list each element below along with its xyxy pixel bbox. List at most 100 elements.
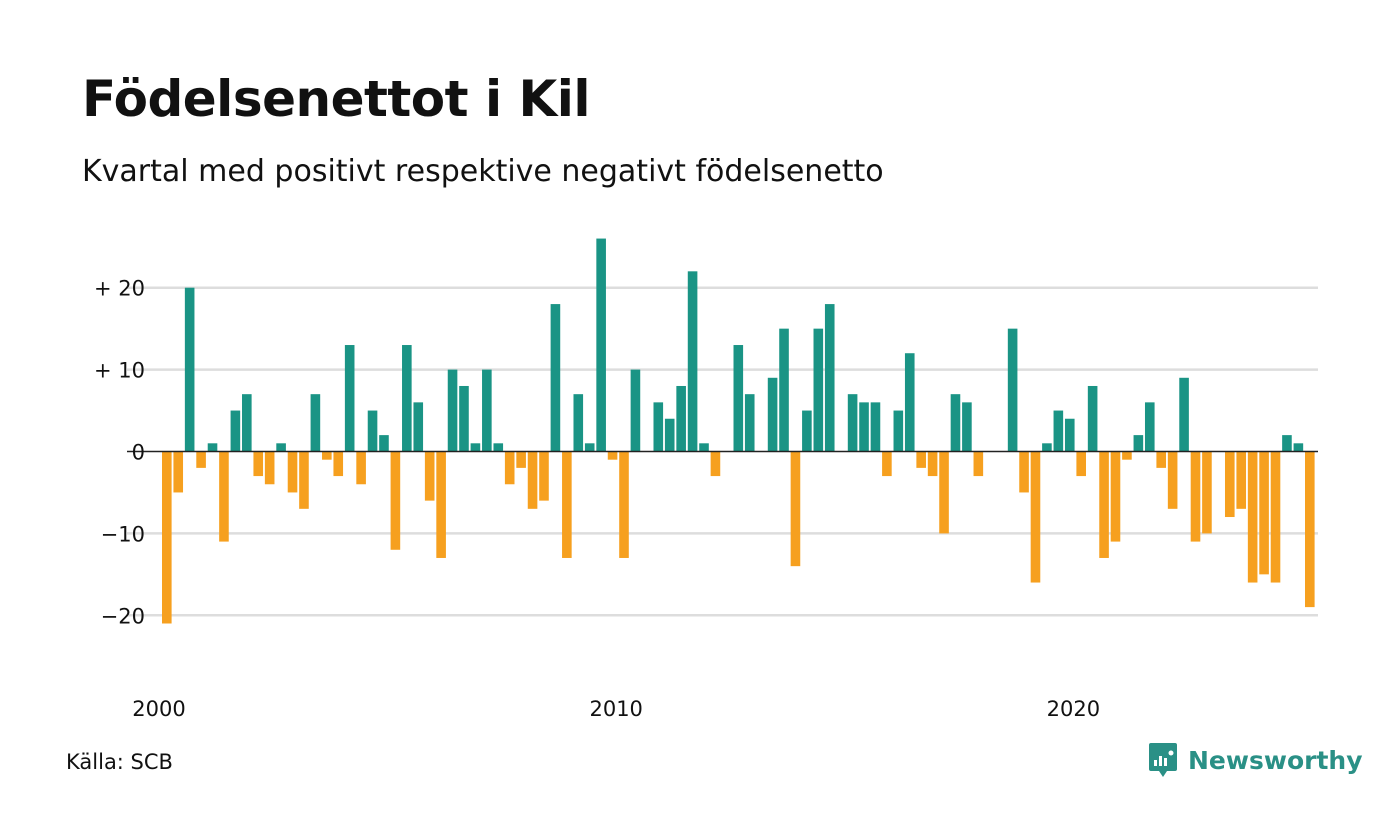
bar [482, 369, 492, 452]
bar [1282, 435, 1292, 452]
bar [1133, 435, 1144, 452]
bar [424, 451, 435, 501]
bar [847, 394, 858, 452]
bar [824, 304, 835, 452]
bars [162, 238, 1315, 624]
bar [676, 385, 686, 452]
bar [264, 451, 275, 485]
brand[interactable]: Newsworthy [1148, 742, 1363, 778]
bar [253, 451, 264, 477]
bar [687, 271, 698, 452]
bar [539, 451, 549, 501]
bar [470, 443, 481, 452]
bar [333, 451, 344, 477]
bar [584, 443, 595, 452]
bar [1259, 451, 1269, 575]
bar [162, 451, 172, 624]
bar [344, 345, 355, 452]
bar [1179, 377, 1189, 452]
bar [699, 443, 709, 452]
bar [379, 435, 389, 452]
bar [630, 369, 641, 452]
bar [230, 410, 241, 452]
bar [962, 402, 972, 452]
bar [1293, 443, 1304, 452]
bar [927, 451, 938, 477]
bar [402, 345, 412, 452]
bar [1087, 385, 1098, 452]
bar [1247, 451, 1258, 583]
bar [447, 369, 458, 452]
bar [550, 304, 561, 452]
bar [710, 451, 721, 477]
bar [893, 410, 904, 452]
newsworthy-logo-icon [1149, 743, 1177, 777]
bar [459, 385, 469, 452]
bar [242, 394, 252, 452]
bar [493, 443, 504, 452]
bar [299, 451, 309, 509]
bar [1110, 451, 1121, 542]
y-tick-label: + 20 [94, 277, 145, 301]
bar [1064, 418, 1075, 452]
bar [607, 451, 618, 460]
bar [173, 451, 184, 493]
bar [813, 328, 824, 452]
bar [390, 451, 401, 550]
source-note: Källa: SCB [66, 750, 173, 774]
y-tick-label: −20 [101, 604, 145, 628]
bar [504, 451, 515, 485]
bar [1167, 451, 1178, 509]
bar [733, 345, 744, 452]
bar [882, 451, 892, 477]
bar [1053, 410, 1064, 452]
bar [1202, 451, 1212, 534]
chart-subtitle: Kvartal med positivt respektive negativt… [82, 154, 884, 189]
x-tick-label: 2000 [132, 697, 185, 721]
x-tick-label: 2020 [1047, 697, 1100, 721]
bar [1019, 451, 1029, 493]
bar [1099, 451, 1109, 558]
bar [1122, 451, 1132, 460]
bar [276, 443, 286, 452]
bar [939, 451, 949, 534]
bar [367, 410, 378, 452]
bar [619, 451, 629, 558]
bar [413, 402, 424, 452]
bar [516, 451, 526, 468]
bar [653, 402, 664, 452]
bar [779, 328, 789, 452]
bar [527, 451, 538, 509]
bar [744, 394, 755, 452]
bar [573, 394, 584, 452]
x-tick-label: 2010 [589, 697, 642, 721]
bar [664, 418, 675, 452]
y-tick-label: + 10 [94, 359, 145, 383]
bar [1190, 451, 1201, 542]
bar [596, 238, 606, 452]
bar [184, 287, 195, 452]
bar [1030, 451, 1041, 583]
brand-name: Newsworthy [1188, 745, 1363, 775]
bar [310, 394, 321, 452]
bar-chart: + 20 + 10 0 −10 −20 2000 2010 2020 [94, 238, 1318, 721]
bar [562, 451, 572, 558]
bar [1007, 328, 1018, 452]
bar [790, 451, 801, 567]
bar [1224, 451, 1235, 518]
bar [356, 451, 366, 485]
bar [219, 451, 229, 542]
bar [1076, 451, 1086, 477]
chart-title: Födelsenettot i Kil [82, 70, 591, 128]
bar [870, 402, 881, 452]
bar [1236, 451, 1247, 509]
bar [950, 394, 961, 452]
y-tick-label: 0 [132, 441, 145, 465]
bar [1305, 451, 1315, 608]
bar [287, 451, 298, 493]
bar [322, 451, 332, 460]
bar [207, 443, 218, 452]
bar [1270, 451, 1281, 583]
bar [859, 402, 869, 452]
bar [1144, 402, 1155, 452]
